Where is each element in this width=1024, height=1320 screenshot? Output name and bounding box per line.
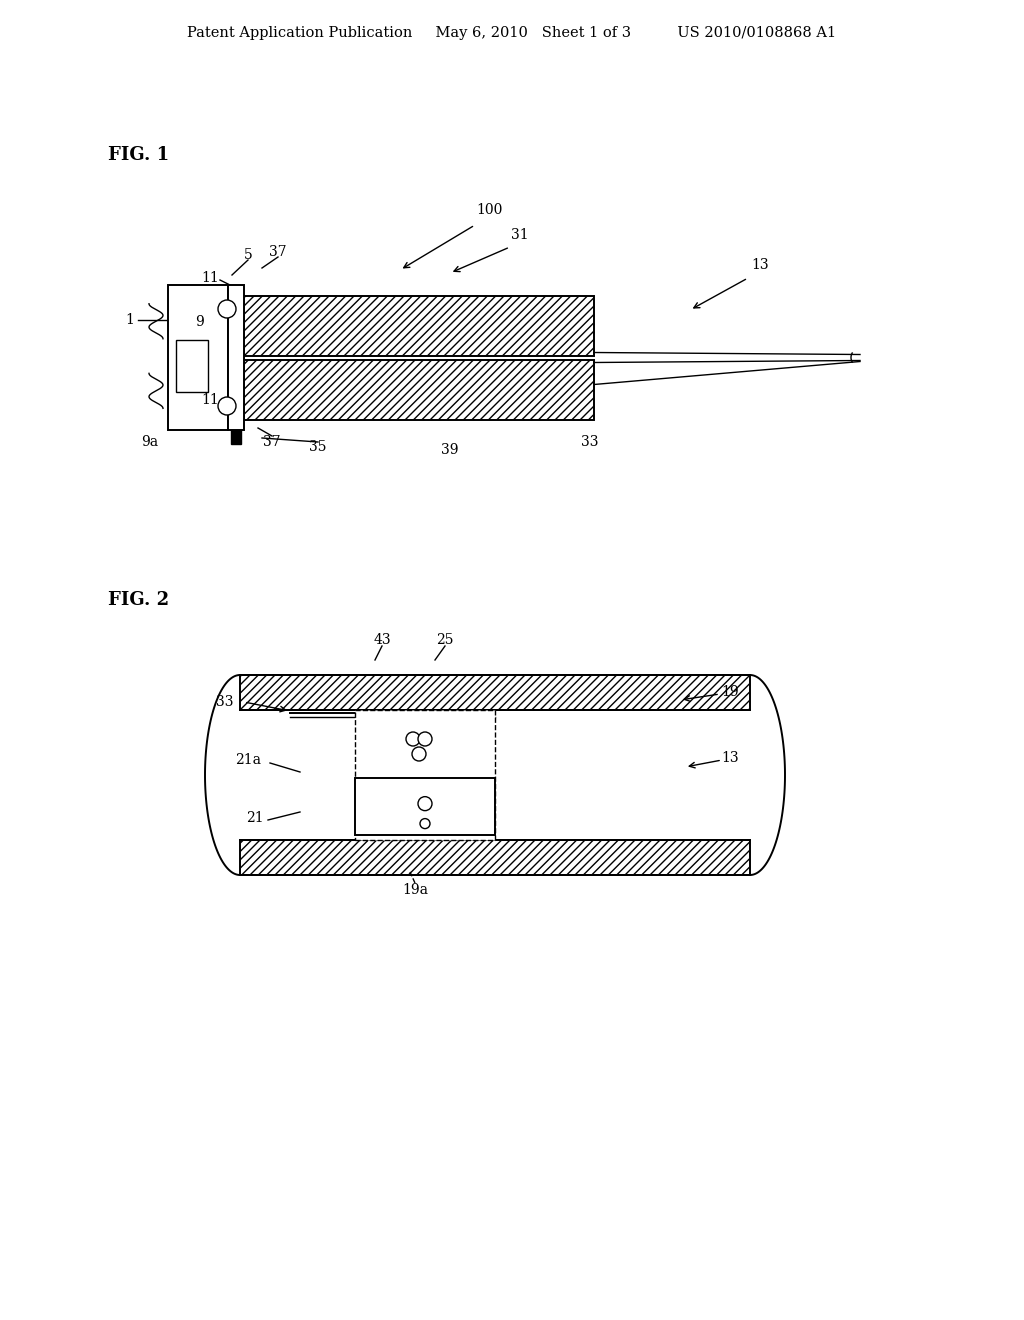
Text: 21a: 21a [234,752,261,767]
Bar [231,430,241,444]
Text: 21: 21 [183,360,201,374]
Circle shape [218,397,236,414]
Bar [240,675,750,710]
Bar [240,710,750,840]
Bar [244,359,594,420]
Circle shape [412,747,426,762]
Text: 11: 11 [201,271,219,285]
Text: 19a: 19a [402,883,428,898]
Text: 13: 13 [721,751,738,766]
Text: 35: 35 [309,440,327,454]
Text: 11: 11 [201,393,219,407]
Circle shape [406,733,420,746]
Text: 33: 33 [582,436,599,449]
Text: 21: 21 [246,810,264,825]
Bar [355,777,495,836]
Text: 31: 31 [511,228,528,242]
Text: 9: 9 [196,315,205,329]
Bar [240,840,750,875]
Bar [244,296,594,355]
Text: 1: 1 [126,313,134,327]
Circle shape [420,818,430,829]
Text: 37: 37 [263,436,281,449]
Bar [355,710,495,840]
Text: FIG. 1: FIG. 1 [108,147,169,164]
Text: 33: 33 [216,696,233,709]
Circle shape [418,797,432,810]
Bar [168,285,228,430]
Text: 43: 43 [373,634,391,647]
Text: 13: 13 [752,257,769,272]
Bar [228,285,244,430]
Bar [176,341,208,392]
Text: 39: 39 [441,444,459,457]
Circle shape [418,733,432,746]
Text: FIG. 2: FIG. 2 [108,591,169,609]
Text: 9a: 9a [141,436,159,449]
Text: 100: 100 [477,203,503,216]
Text: 25: 25 [436,634,454,647]
Text: 5: 5 [244,248,252,261]
Circle shape [218,300,236,318]
Text: 19: 19 [721,685,738,700]
Text: 37: 37 [269,246,287,259]
Text: Patent Application Publication     May 6, 2010   Sheet 1 of 3          US 2010/0: Patent Application Publication May 6, 20… [187,26,837,40]
